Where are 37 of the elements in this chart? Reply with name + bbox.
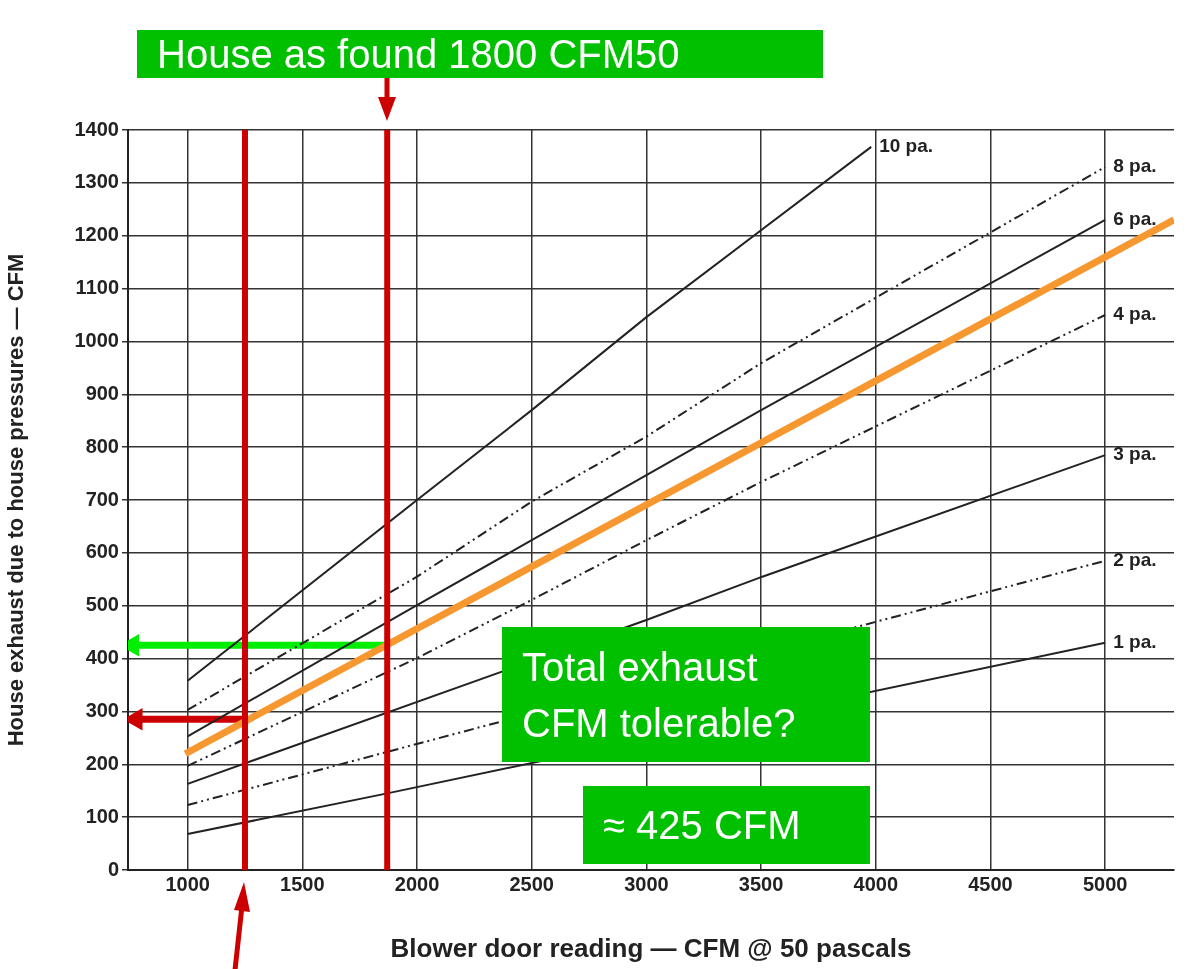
- y-tick-label: 1400: [74, 117, 119, 140]
- x-tick-label: 1500: [280, 872, 325, 895]
- y-axis-title: House exhaust due to house pressures — CFM: [3, 253, 29, 747]
- x-tick-label: 1000: [165, 872, 210, 895]
- x-tick-label: 4500: [968, 872, 1013, 895]
- y-tick-label: 0: [107, 857, 119, 880]
- y-tick-label: 1100: [75, 276, 119, 299]
- x-tick-label: 4000: [853, 872, 899, 895]
- series-label: 4 pa.: [1113, 303, 1157, 325]
- y-tick-label: 100: [85, 804, 119, 827]
- y-tick-label: 700: [85, 487, 119, 510]
- y-tick-label: 1000: [74, 328, 119, 351]
- series-label: 6 pa.: [1113, 208, 1157, 230]
- y-tick-label: 1200: [74, 223, 119, 246]
- y-tick-label: 600: [85, 540, 119, 563]
- series-label: 10 pa.: [879, 135, 934, 157]
- y-tick-label: 300: [85, 698, 119, 721]
- annotation: Total exhaust CFM tolerable?: [502, 627, 870, 762]
- x-tick-label: 3000: [624, 872, 669, 895]
- x-tick-label: 2000: [394, 872, 440, 895]
- y-tick-label: 1300: [74, 170, 119, 193]
- y-tick-label: 800: [85, 434, 119, 457]
- x-tick-label: 2500: [509, 872, 554, 895]
- series-label: 1 pa.: [1113, 630, 1157, 652]
- series-label: 8 pa.: [1113, 155, 1157, 177]
- series-label: 3 pa.: [1113, 443, 1157, 465]
- text: House as found 1800 CFM50: [137, 30, 823, 78]
- y-tick-label: 400: [85, 646, 119, 669]
- y-tick-label: 500: [85, 593, 119, 616]
- x-tick-label: 3500: [738, 872, 784, 895]
- series-label: 2 pa.: [1113, 549, 1157, 571]
- x-axis-title: Blower door reading — CFM @ 50 pascals: [390, 932, 912, 963]
- annotation: ≈ 425 CFM: [583, 786, 870, 864]
- x-tick-label: 5000: [1082, 872, 1128, 895]
- y-tick-label: 900: [85, 381, 119, 404]
- line-series: [186, 314, 1107, 767]
- y-tick-label: 200: [85, 751, 119, 774]
